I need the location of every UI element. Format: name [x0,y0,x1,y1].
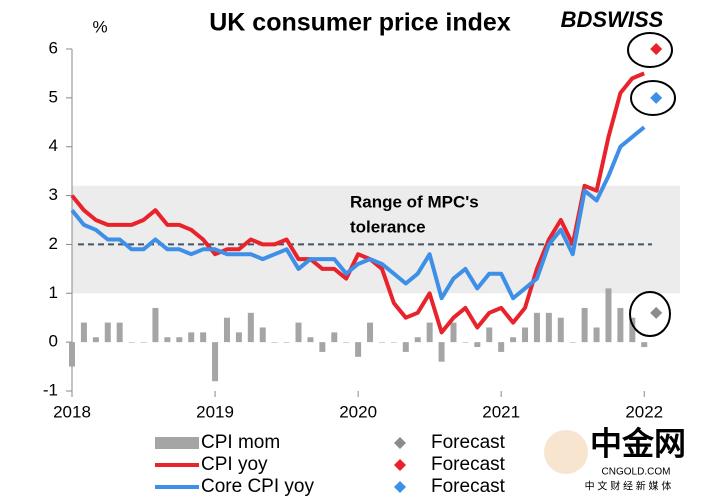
bar [235,332,242,343]
bar [390,342,397,343]
forecast-marker [650,91,663,104]
bar [474,342,481,348]
bar [581,307,588,343]
legend-swatch [394,459,406,471]
plot: -1 0 1 2 3 4 5 6 2018 2019 2020 2021 2022 CPI momCPI … [43,38,680,497]
watermark: CNGOLD.COM [602,467,671,478]
bar [378,342,385,343]
y-tick-label: 4 [49,136,58,155]
y-tick-label: 0 [49,332,58,351]
bar [104,322,111,343]
bar [510,337,517,343]
watermark: 中金网 [590,425,686,461]
bar [617,307,624,343]
bar [462,342,469,343]
legend-label: Forecast [431,476,506,497]
watermark-icon [544,430,588,474]
bar [319,342,326,352]
bar [533,312,540,343]
bar [188,332,195,343]
x-tick-label: 2019 [196,402,234,421]
bar [355,342,362,357]
y-tick-label: 3 [49,185,58,204]
x-tick-label: 2018 [53,402,91,421]
forecast-marker [650,43,663,55]
bar [343,342,350,343]
annotation: tolerance [350,217,426,236]
y-tick-label: 6 [49,38,58,57]
line [70,125,646,301]
legend-label: CPI mom [201,432,280,453]
legend-label: Core CPI yoy [201,476,314,497]
bar [593,327,600,343]
legend-label: Forecast [431,454,506,475]
bar [557,317,564,343]
bar [426,322,433,343]
legend-swatch [394,437,406,449]
bar [247,312,254,343]
bar [140,342,147,343]
bar [176,337,183,343]
bar [295,322,302,343]
highlight-ellipse [630,80,676,116]
y-tick-label: -1 [43,380,58,399]
bar [116,322,123,343]
bar [414,337,421,343]
bar [200,332,207,343]
x-tick-label: 2022 [625,402,663,421]
bar [367,322,374,343]
bar [152,307,159,343]
bar [450,322,457,343]
y-tick-label: 1 [49,283,58,302]
bar [522,327,529,343]
bar [164,337,171,343]
legend-label: CPI yoy [201,454,268,475]
watermark: 中 文 财 经 新 媒 体 [585,480,672,493]
logo: BDSWISS [561,7,664,32]
x-tick-label: 2020 [339,402,377,421]
bar [569,342,576,343]
legend-swatch [394,481,406,493]
legend-label: Forecast [431,432,506,453]
legend-swatch [155,437,199,449]
bar [128,342,135,343]
chart-title: UK consumer price index [209,9,511,37]
bar [92,337,99,343]
highlight-ellipse [629,291,671,337]
tolerance-band [72,185,680,294]
y-unit: % [92,17,107,36]
bar [629,317,636,343]
y-tick-label: 2 [49,234,58,253]
bar [223,317,230,343]
bar [331,332,338,343]
bar [80,322,87,343]
bar [69,342,75,367]
bar [307,337,314,343]
highlight-ellipse [627,32,673,68]
bar [402,342,409,352]
bar [212,342,219,382]
bar [545,312,552,343]
line [70,71,645,335]
bar [498,342,505,352]
bar [271,342,278,343]
bar [605,288,612,343]
y-tick-label: 5 [49,87,58,106]
bar [259,327,266,343]
bar [486,327,493,343]
bar [641,342,648,348]
x-tick-label: 2021 [482,402,520,421]
bar [283,342,290,343]
annotation: Range of MPC's [350,192,479,211]
bar [438,342,445,362]
forecast-marker [650,306,663,319]
